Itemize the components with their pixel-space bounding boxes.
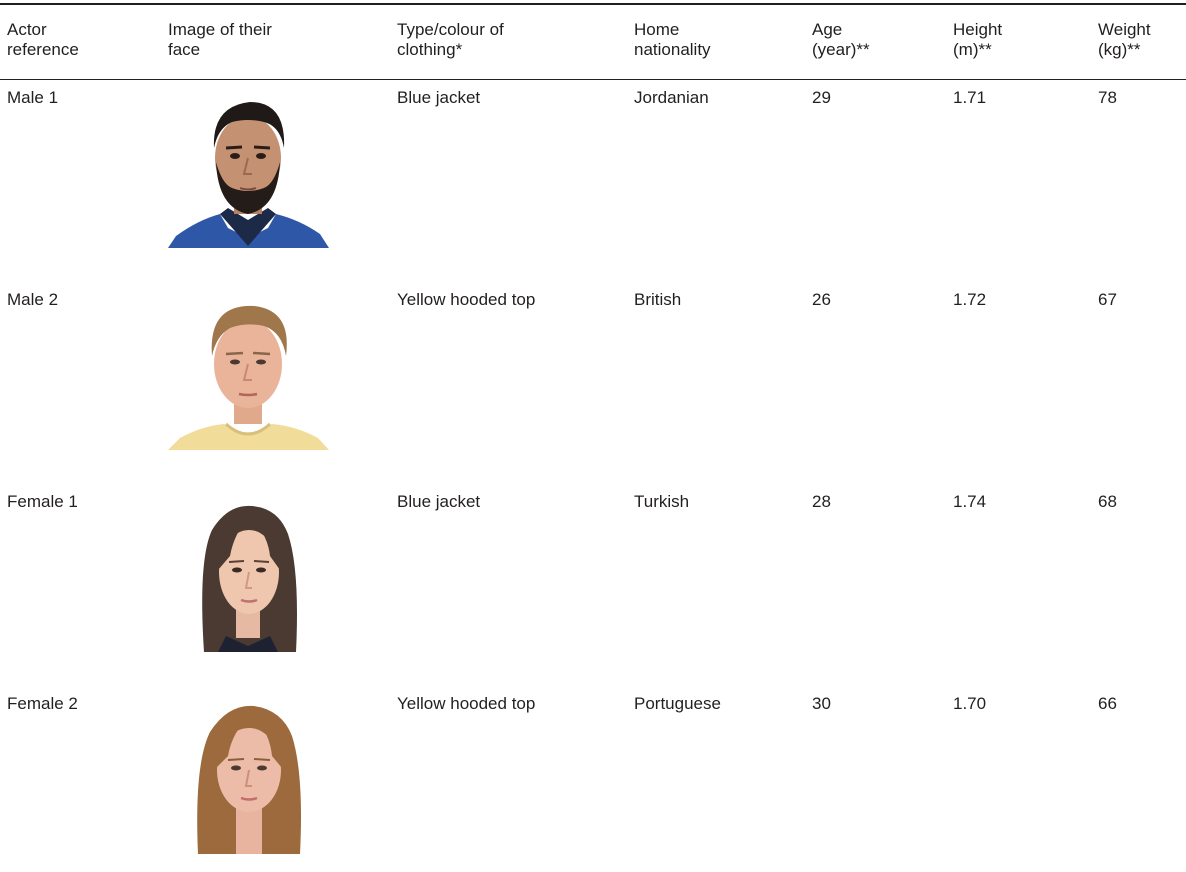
clothing: Blue jacket [397,88,481,107]
actor-reference: Female 2 [7,694,78,713]
clothing: Blue jacket [397,492,481,511]
clothing: Yellow hooded top [397,290,536,309]
face-photo-male-2 [168,298,329,450]
table-header-rule [0,79,1186,80]
height: 1.72 [953,290,987,309]
header-height: Height (m)** [953,20,1003,59]
age: 29 [812,88,831,107]
height: 1.74 [953,492,987,511]
actor-reference: Male 1 [7,88,59,107]
age: 26 [812,290,831,309]
header-weight: Weight (kg)** [1098,20,1151,59]
actor-reference: Male 2 [7,290,59,309]
clothing: Yellow hooded top [397,694,536,713]
weight: 68 [1098,492,1117,511]
header-age: Age (year)** [812,20,870,59]
weight: 67 [1098,290,1117,309]
header-clothing: Type/colour of clothing* [397,20,504,59]
face-photo-female-2 [168,702,329,854]
nationality: British [634,290,682,309]
actor-reference: Female 1 [7,492,78,511]
face-photo-male-1 [168,96,329,248]
nationality: Turkish [634,492,690,511]
height: 1.70 [953,694,987,713]
header-image-of-face: Image of their face [168,20,272,59]
weight: 78 [1098,88,1117,107]
table-top-rule [0,3,1186,5]
age: 30 [812,694,831,713]
nationality: Jordanian [634,88,709,107]
age: 28 [812,492,831,511]
header-home-nationality: Home nationality [634,20,711,59]
nationality: Portuguese [634,694,721,713]
face-photo-female-1 [168,500,329,652]
weight: 66 [1098,694,1117,713]
header-actor-reference: Actor reference [7,20,79,59]
height: 1.71 [953,88,987,107]
